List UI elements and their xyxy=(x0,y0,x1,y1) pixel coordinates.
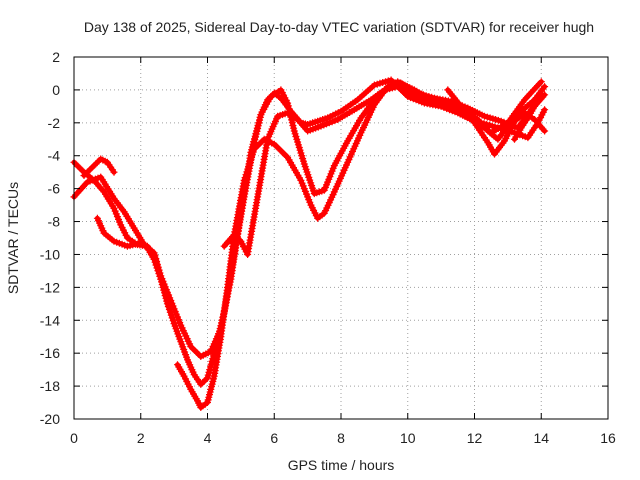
x-tick-label: 16 xyxy=(600,430,616,446)
y-axis-label: SDTVAR / TECUs xyxy=(5,182,21,294)
x-tick-label: 10 xyxy=(400,430,416,446)
y-tick-label: -16 xyxy=(40,345,60,361)
y-tick-label: -18 xyxy=(40,378,60,394)
x-tick-label: 8 xyxy=(337,430,345,446)
y-tick-label: -14 xyxy=(40,312,60,328)
series-markers xyxy=(511,94,545,143)
y-tick-label: -4 xyxy=(48,148,61,164)
series-trace-4 xyxy=(93,214,165,283)
y-tick-label: -20 xyxy=(40,411,60,427)
x-tick-label: 2 xyxy=(137,430,145,446)
y-tick-label: 2 xyxy=(52,49,60,65)
axis-ticks xyxy=(73,56,609,420)
y-tick-label: 0 xyxy=(52,82,60,98)
series-trace-6 xyxy=(220,83,549,258)
x-tick-label: 0 xyxy=(70,430,78,446)
series-line xyxy=(221,84,548,257)
series-trace-5 xyxy=(174,78,549,411)
x-tick-label: 14 xyxy=(533,430,549,446)
tick-labels: 0 2 4 6 8 10 12 14 16-20-18-16-14-12-10-8-6-4-20… xyxy=(40,49,616,446)
series-markers xyxy=(220,83,549,258)
y-tick-label: -10 xyxy=(40,246,60,262)
series-trace-3 xyxy=(80,155,118,179)
series-trace-8 xyxy=(511,94,545,143)
y-tick-label: -2 xyxy=(48,115,61,131)
chart-title: Day 138 of 2025, Sidereal Day-to-day VTE… xyxy=(84,19,594,35)
series-markers xyxy=(174,78,549,411)
series-markers xyxy=(80,155,118,179)
x-axis-label: GPS time / hours xyxy=(288,457,395,473)
y-tick-label: -12 xyxy=(40,279,60,295)
y-tick-label: -6 xyxy=(48,181,61,197)
series-markers xyxy=(444,86,549,158)
x-tick-label: 12 xyxy=(467,430,483,446)
data-series xyxy=(70,76,549,411)
x-tick-label: 4 xyxy=(204,430,212,446)
series-markers xyxy=(93,214,165,283)
y-tick-label: -8 xyxy=(48,214,61,230)
x-tick-label: 6 xyxy=(270,430,278,446)
